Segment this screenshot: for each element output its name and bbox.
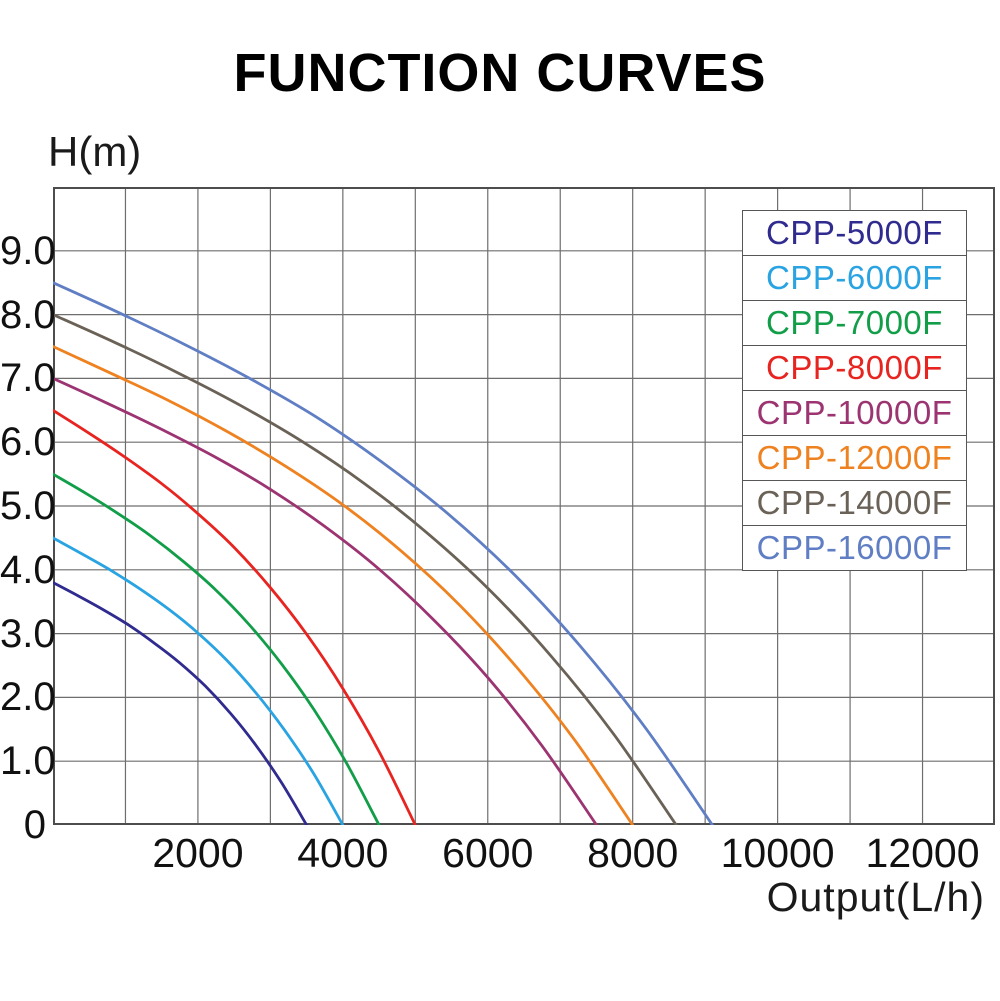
x-tick-label: 8000	[587, 830, 679, 876]
chart-title: FUNCTION CURVES	[233, 43, 767, 103]
curve-cpp-14000f	[51, 313, 678, 827]
x-tick-label: 10000	[720, 830, 835, 876]
curve-cpp-10000f	[51, 377, 598, 827]
y-tick-label: 2.0	[0, 675, 56, 720]
x-tick-label: 12000	[865, 830, 980, 876]
y-tick-label: 1.0	[0, 739, 56, 784]
y-tick-label: 4.0	[0, 547, 56, 592]
y-tick-label: 6.0	[0, 420, 56, 465]
legend-item-cpp-6000f: CPP-6000F	[742, 255, 967, 301]
legend-item-cpp-16000f: CPP-16000F	[742, 525, 967, 571]
y-tick-label: 3.0	[0, 611, 56, 656]
legend-item-cpp-7000f: CPP-7000F	[742, 300, 967, 346]
curve-cpp-5000f	[51, 581, 308, 827]
curve-cpp-8000f	[51, 408, 417, 827]
x-tick-label: 2000	[152, 830, 244, 876]
x-tick-label: 4000	[297, 830, 389, 876]
legend-item-cpp-14000f: CPP-14000F	[742, 480, 967, 526]
legend-item-cpp-10000f: CPP-10000F	[742, 390, 967, 436]
y-tick-label: 7.0	[0, 356, 56, 401]
legend: CPP-5000F CPP-6000F CPP-7000F CPP-8000F CPP-…	[742, 210, 967, 571]
legend-item-cpp-12000f: CPP-12000F	[742, 435, 967, 481]
y-tick-label: 9.0	[0, 228, 56, 273]
y-tick-label: 0	[23, 803, 46, 847]
legend-item-cpp-8000f: CPP-8000F	[742, 345, 967, 391]
y-axis-label: H(m)	[48, 128, 142, 175]
x-axis-label: Output(L/h)	[766, 874, 985, 920]
plot-border	[53, 187, 995, 825]
curve-cpp-7000f	[51, 472, 381, 827]
legend-item-cpp-5000f: CPP-5000F	[742, 210, 967, 256]
curve-cpp-12000f	[51, 345, 635, 827]
curve-cpp-16000f	[51, 281, 714, 827]
y-tick-label: 5.0	[0, 484, 56, 528]
x-tick-label: 6000	[442, 830, 534, 876]
curve-cpp-6000f	[51, 536, 345, 827]
y-tick-label: 8.0	[0, 292, 56, 337]
